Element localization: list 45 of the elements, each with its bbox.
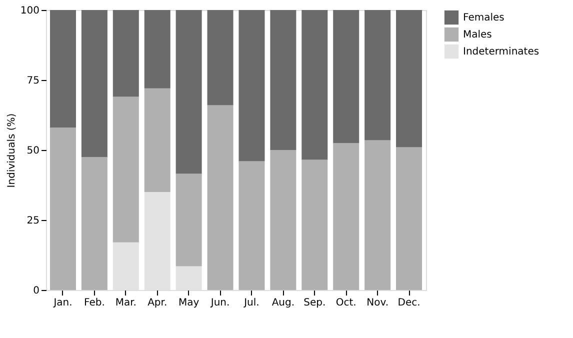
legend-label: Indeterminates bbox=[463, 46, 540, 58]
y-tick-label: 25 bbox=[26, 216, 40, 226]
x-tick-label: Sep. bbox=[304, 298, 326, 308]
bar bbox=[112, 10, 139, 97]
bar bbox=[50, 128, 76, 290]
bar bbox=[333, 10, 360, 143]
x-tick-label: Oct. bbox=[336, 298, 356, 308]
bar bbox=[270, 10, 296, 150]
bar bbox=[50, 10, 76, 128]
y-tick-label: 0 bbox=[33, 286, 40, 296]
x-tick-label: Apr. bbox=[148, 298, 168, 308]
bar bbox=[270, 150, 296, 290]
bar bbox=[364, 140, 391, 290]
bar bbox=[396, 10, 422, 148]
y-tick-label: 100 bbox=[20, 6, 40, 16]
x-tick-label: May bbox=[178, 298, 200, 308]
bar bbox=[207, 10, 234, 106]
bar bbox=[302, 10, 328, 160]
bar bbox=[81, 157, 108, 290]
bar bbox=[207, 105, 234, 290]
bar bbox=[302, 160, 328, 290]
legend-label: Females bbox=[463, 12, 504, 24]
bar bbox=[238, 10, 265, 162]
bar bbox=[333, 143, 360, 290]
x-tick-label: Dec. bbox=[398, 298, 420, 308]
x-tick-label: Feb. bbox=[84, 298, 105, 308]
x-tick-label: Nov. bbox=[366, 298, 389, 308]
bar bbox=[238, 161, 265, 290]
bar bbox=[112, 96, 139, 242]
bar bbox=[396, 147, 422, 290]
bar bbox=[144, 10, 170, 88]
x-tick-label: Mar. bbox=[115, 298, 136, 308]
bar bbox=[176, 174, 202, 266]
y-tick-label: 75 bbox=[26, 76, 40, 86]
legend-label: Males bbox=[463, 30, 492, 40]
x-tick-label: Jul. bbox=[243, 298, 260, 308]
x-tick-label: Jan. bbox=[52, 298, 72, 308]
bar bbox=[364, 10, 391, 140]
y-axis-title: Individuals (%) bbox=[6, 113, 18, 188]
x-tick-label: Aug. bbox=[272, 298, 295, 308]
bar bbox=[81, 10, 108, 157]
x-tick-label: Jun. bbox=[210, 298, 230, 308]
bar bbox=[176, 10, 202, 174]
y-tick-label: 50 bbox=[26, 146, 40, 156]
bar bbox=[144, 88, 170, 192]
